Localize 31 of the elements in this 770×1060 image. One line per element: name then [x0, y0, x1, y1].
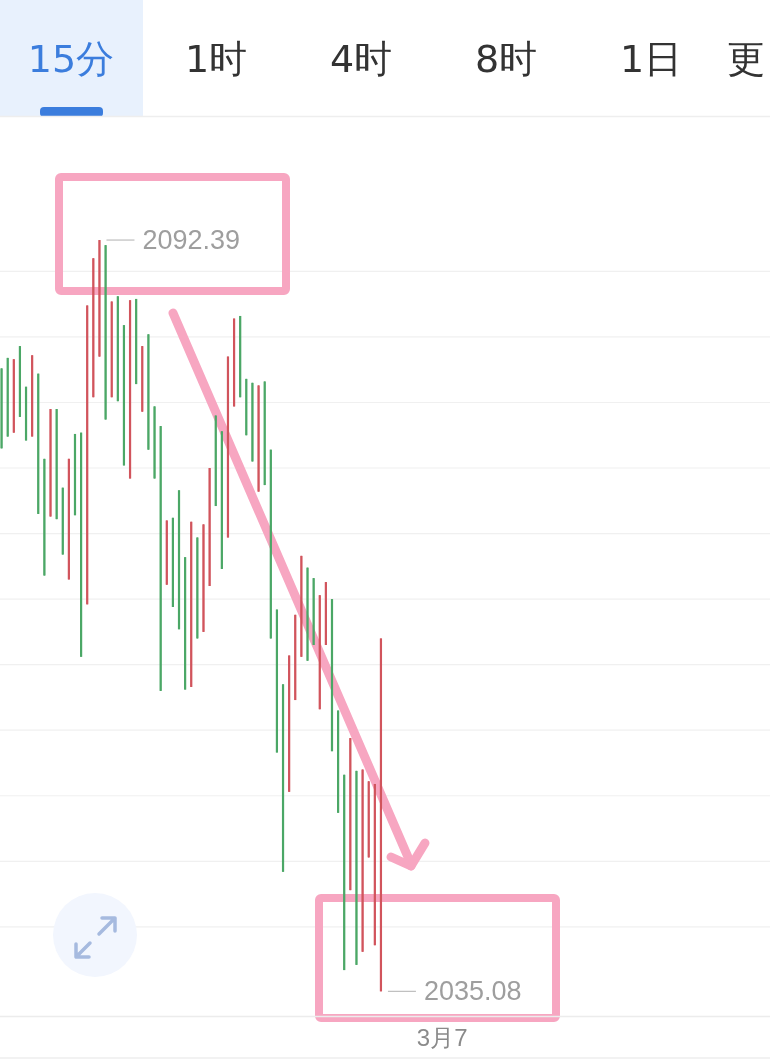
candlestick [0, 367, 3, 450]
candlestick [159, 425, 162, 692]
candlestick [49, 408, 52, 518]
x-tick-label: 3月7 [416, 1024, 468, 1052]
candlestick [312, 577, 315, 646]
candlestick [6, 357, 9, 438]
candlestick [355, 770, 358, 966]
candlestick [104, 244, 107, 421]
candlestick [349, 737, 352, 891]
candlestick [196, 536, 199, 640]
text: 15分 [27, 37, 115, 81]
candlestick [153, 405, 156, 480]
text: 4时 [329, 37, 393, 81]
annotation: 2092.39 [142, 225, 241, 256]
text: 8时 [474, 37, 538, 81]
candlestick [251, 382, 254, 463]
annotation: 2035.08 [423, 976, 522, 1007]
candlestick [43, 458, 46, 577]
candlestick [55, 408, 58, 520]
candlestick [98, 239, 101, 358]
candlestick [92, 257, 95, 398]
candlestick [147, 333, 150, 451]
text: 1时 [184, 37, 248, 81]
text: 1日 [619, 37, 683, 81]
text: 更 [727, 37, 765, 81]
candlestick [208, 467, 211, 587]
candlestick [257, 384, 260, 493]
candlestick [300, 555, 303, 658]
candlestick [306, 566, 309, 662]
candlestick [361, 768, 364, 953]
candlestick [202, 523, 205, 633]
